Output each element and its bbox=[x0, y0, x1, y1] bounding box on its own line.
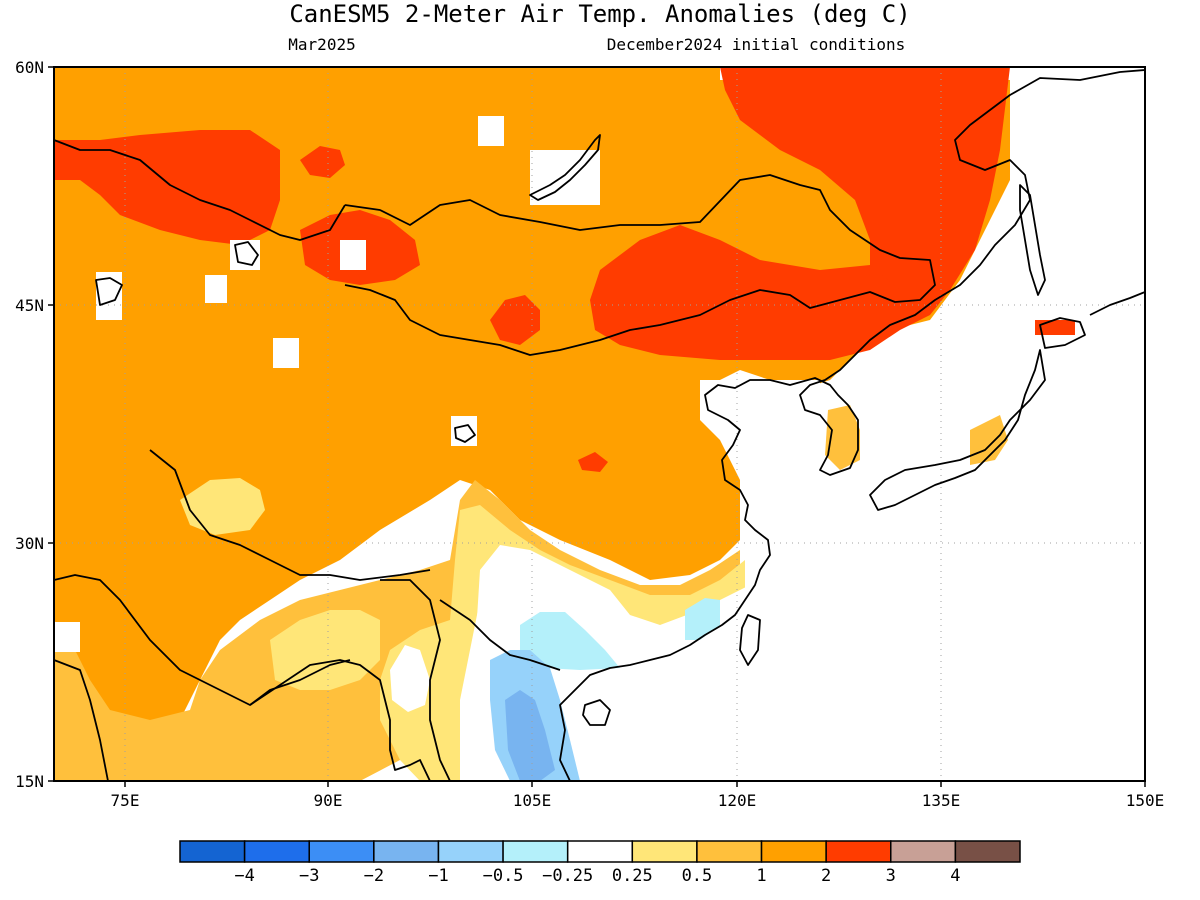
colorbar-label: 0.5 bbox=[682, 866, 713, 886]
colorbar-label: 1 bbox=[756, 866, 766, 886]
anomaly-region-2-3-small2 bbox=[490, 295, 540, 345]
border-india bbox=[54, 574, 351, 706]
map-title: CanESM5 2-Meter Air Temp. Anomalies (deg… bbox=[289, 0, 910, 28]
border-himalaya bbox=[149, 449, 431, 581]
lon-label-120e: 120E bbox=[718, 791, 757, 810]
anomaly-region-2-3-small1 bbox=[300, 146, 345, 178]
lake-baikal-mask bbox=[530, 150, 600, 205]
colorbar-swatch bbox=[954, 840, 1021, 863]
anomaly-field bbox=[54, 67, 1145, 781]
colorbar-label: 0.25 bbox=[612, 866, 653, 886]
lon-label-135e: 135E bbox=[922, 791, 961, 810]
colorbar-label: 4 bbox=[950, 866, 960, 886]
map-frame bbox=[53, 66, 1146, 782]
border-mongolia bbox=[344, 174, 936, 356]
colorbar-label: −0.5 bbox=[483, 866, 524, 886]
lon-label-105e: 105E bbox=[513, 791, 552, 810]
anomaly-region-0.25-0.5 bbox=[380, 505, 745, 781]
border-southeast-asia bbox=[380, 579, 561, 781]
lake-mask-6 bbox=[205, 275, 227, 303]
anomaly-region-neg-0.25 bbox=[520, 612, 620, 670]
colorbar-label: −0.25 bbox=[542, 866, 593, 886]
colorbar-label: −1 bbox=[428, 866, 448, 886]
lon-labels: 75E 90E 105E 120E 135E 150E bbox=[111, 791, 1165, 810]
anomaly-region-2-3-northeast bbox=[720, 67, 1010, 330]
colorbar-label: 3 bbox=[886, 866, 896, 886]
coast-sakhalin bbox=[1019, 184, 1046, 296]
coastline-east-asia bbox=[559, 69, 1145, 781]
anomaly-region-0.25-0.5-tibet bbox=[180, 478, 265, 535]
anomaly-region-0.25-0.5-bengal bbox=[270, 610, 380, 690]
coast-taiwan bbox=[739, 614, 761, 666]
border-kazakhstan bbox=[54, 139, 346, 241]
anomaly-region-neg-0.25-taiwan bbox=[685, 598, 720, 640]
subtitle-init: December2024 initial conditions bbox=[607, 35, 906, 54]
coastlines-borders bbox=[54, 69, 1145, 781]
colorbar-swatch bbox=[696, 840, 763, 863]
lon-label-90e: 90E bbox=[314, 791, 343, 810]
colorbar-swatch bbox=[890, 840, 957, 863]
anomaly-region-2-3-manchuria bbox=[590, 225, 900, 360]
lake-qinghai bbox=[454, 424, 476, 443]
colorbar-swatch bbox=[760, 840, 827, 863]
anomaly-region-2-3-kazakh bbox=[54, 130, 280, 245]
lake-mask-2 bbox=[340, 240, 366, 270]
colorbar-swatch bbox=[502, 840, 569, 863]
coast-hainan bbox=[582, 699, 611, 726]
colorbar-swatch bbox=[825, 840, 892, 863]
lake-balkhash bbox=[234, 241, 259, 266]
colorbar-swatch bbox=[308, 840, 375, 863]
colorbar-label: 2 bbox=[821, 866, 831, 886]
colorbar-label: −2 bbox=[364, 866, 384, 886]
anomaly-region-korea bbox=[825, 405, 860, 470]
lon-label-75e: 75E bbox=[111, 791, 140, 810]
lon-label-150e: 150E bbox=[1126, 791, 1165, 810]
lake-baikal bbox=[529, 134, 601, 201]
axis-ticks bbox=[48, 66, 1146, 787]
anomaly-region-2-3-small3 bbox=[578, 452, 608, 472]
coast-japan bbox=[869, 349, 1046, 511]
anomaly-region-0.5-1-india bbox=[54, 690, 310, 781]
colorbar-label: −3 bbox=[299, 866, 319, 886]
colorbar-swatch bbox=[373, 840, 440, 863]
lat-label-45n: 45N bbox=[15, 296, 44, 315]
anomaly-region-1-2 bbox=[54, 67, 1010, 720]
subtitle-month: Mar2025 bbox=[288, 35, 355, 54]
colorbar bbox=[179, 840, 1021, 863]
coast-kuril bbox=[1089, 291, 1145, 316]
coast-hokkaido bbox=[1039, 317, 1086, 349]
colorbar-labels: −4 −3 −2 −1 −0.5 −0.25 0.25 0.5 1 2 3 4 bbox=[234, 866, 960, 886]
bohai-mask bbox=[700, 380, 820, 420]
lake-issyk bbox=[95, 277, 123, 306]
colorbar-swatch bbox=[566, 840, 634, 863]
colorbar-swatch bbox=[179, 840, 246, 863]
colorbar-swatch bbox=[437, 840, 504, 863]
lake-mask-5 bbox=[478, 116, 504, 146]
lake-mask-3 bbox=[273, 338, 299, 368]
lat-label-60n: 60N bbox=[15, 58, 44, 77]
lat-label-15n: 15N bbox=[15, 772, 44, 791]
lat-label-30n: 30N bbox=[15, 534, 44, 553]
colorbar-swatch bbox=[631, 840, 698, 863]
anomaly-region-neg-1 bbox=[505, 690, 555, 781]
coast-india bbox=[54, 659, 431, 781]
colorbar-label: −4 bbox=[234, 866, 254, 886]
lake-mask-7 bbox=[54, 622, 80, 652]
lat-labels: 60N 45N 30N 15N bbox=[15, 58, 44, 791]
anomaly-region-neutral-myanmar bbox=[390, 645, 430, 712]
colorbar-swatch bbox=[243, 840, 310, 863]
